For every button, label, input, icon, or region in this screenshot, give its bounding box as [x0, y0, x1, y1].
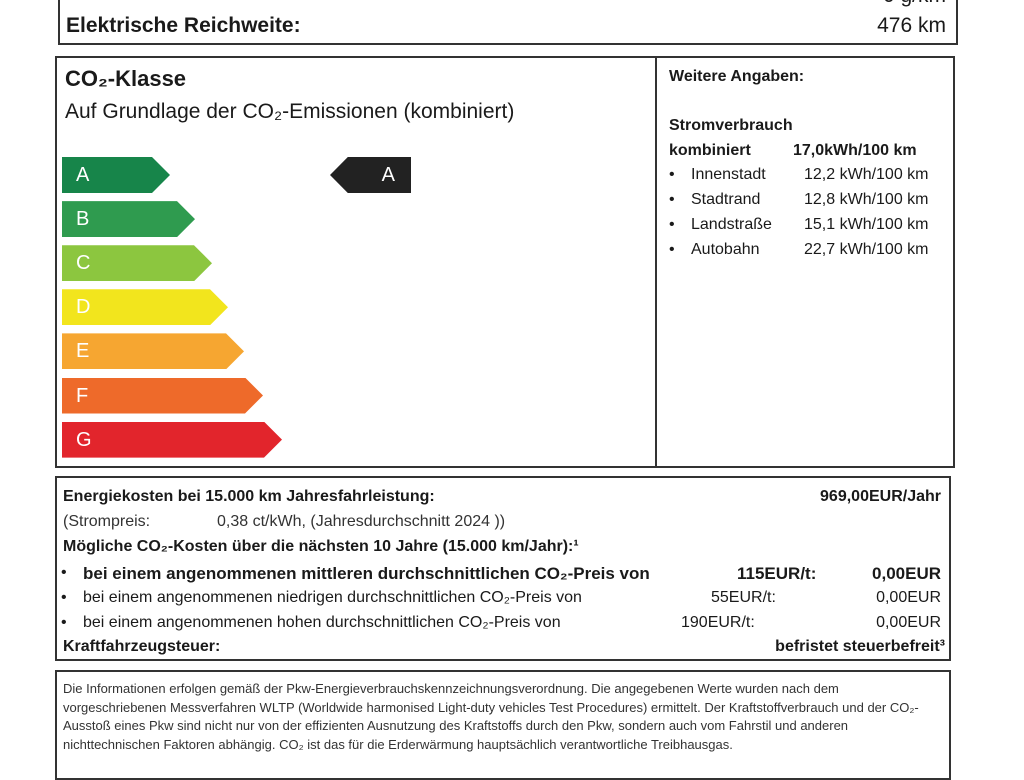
bullet: • — [669, 191, 675, 208]
co2-cost-row-value: 0,00EUR — [876, 614, 941, 631]
co2-class-bar-f: F — [62, 378, 263, 414]
bullet: • — [669, 241, 675, 258]
consumption-item-value: 22,7 kWh/100 km — [804, 241, 929, 258]
class-label: D — [76, 296, 91, 319]
combined-label: kombiniert — [669, 142, 751, 159]
energy-cost-value: 969,00EUR/Jahr — [820, 488, 941, 505]
range-box: 0 g/km Elektrische Reichweite: 476 km — [58, 0, 958, 45]
current-class-label: A — [381, 164, 395, 186]
co2-cost-row-value: 0,00EUR — [876, 589, 941, 606]
consumption-item-value: 12,2 kWh/100 km — [804, 166, 929, 183]
co2-costs-label: Mögliche CO₂-Kosten über die nächsten 10… — [63, 538, 579, 555]
divider — [655, 58, 657, 466]
bullet: • — [61, 614, 67, 631]
class-label: G — [76, 428, 92, 451]
co2-class-bar-c: C — [62, 245, 212, 281]
info-box: Die Informationen erfolgen gemäß der Pkw… — [55, 670, 951, 780]
co2-class-bar-a: A — [62, 157, 170, 193]
consumption-title: Stromverbrauch — [669, 117, 793, 134]
co2-cost-row-label: bei einem angenommenen hohen durchschnit… — [83, 614, 561, 631]
co2-title: CO₂-Klasse — [65, 66, 187, 91]
consumption-item-value: 12,8 kWh/100 km — [804, 191, 929, 208]
co2-class-bar-g: G — [62, 422, 282, 458]
range-value: 476 km — [877, 14, 946, 37]
co2-class-bar-e: E — [62, 333, 244, 369]
co2-cost-row-price: 115EUR/t: — [737, 564, 817, 583]
co2-cost-row-label: bei einem angenommenen niedrigen durchsc… — [83, 589, 582, 606]
co2-class-box: CO₂-Klasse Auf Grundlage der CO₂-Emissio… — [55, 56, 955, 468]
prev-value: 0 g/km — [883, 0, 946, 8]
costs-box: Energiekosten bei 15.000 km Jahresfahrle… — [55, 476, 951, 661]
range-label: Elektrische Reichweite: — [66, 14, 301, 37]
price-label: (Strompreis: — [63, 513, 151, 530]
co2-cost-row-label: bei einem angenommenen mittleren durchsc… — [83, 564, 650, 583]
consumption-item-label: Stadtrand — [691, 191, 761, 208]
co2-cost-row-price: 55EUR/t: — [711, 589, 776, 606]
current-class-indicator: A — [330, 157, 411, 193]
energy-cost-label: Energiekosten bei 15.000 km Jahresfahrle… — [63, 488, 435, 505]
co2-class-bar-d: D — [62, 289, 228, 325]
bullet: • — [669, 216, 675, 233]
class-label: A — [76, 164, 90, 186]
class-label: F — [76, 384, 89, 407]
info-text: Die Informationen erfolgen gemäß der Pkw… — [63, 681, 919, 752]
co2-cost-row-value: 0,00EUR — [872, 564, 941, 583]
tax-label: Kraftfahrzeugsteuer: — [63, 638, 221, 655]
combined-value: 17,0kWh/100 km — [793, 142, 917, 159]
tax-value: befristet steuerbefreit³ — [775, 638, 945, 655]
co2-subtitle: Auf Grundlage der CO₂-Emissionen (kombin… — [65, 100, 515, 123]
further-title: Weitere Angaben: — [669, 68, 805, 85]
consumption-item-value: 15,1 kWh/100 km — [804, 216, 929, 233]
consumption-item-label: Innenstadt — [691, 166, 766, 183]
bullet: • — [669, 166, 675, 183]
consumption-item-label: Autobahn — [691, 241, 760, 258]
price-value: 0,38 ct/kWh, (Jahresdurchschnitt 2024 )) — [217, 513, 506, 530]
class-label: B — [76, 208, 90, 231]
co2-class-bar-b: B — [62, 201, 195, 237]
class-label: C — [76, 252, 91, 275]
bullet: • — [61, 589, 67, 606]
bullet: • — [61, 564, 67, 581]
co2-cost-row-price: 190EUR/t: — [681, 614, 755, 631]
consumption-item-label: Landstraße — [691, 216, 772, 233]
class-label: E — [76, 340, 90, 363]
